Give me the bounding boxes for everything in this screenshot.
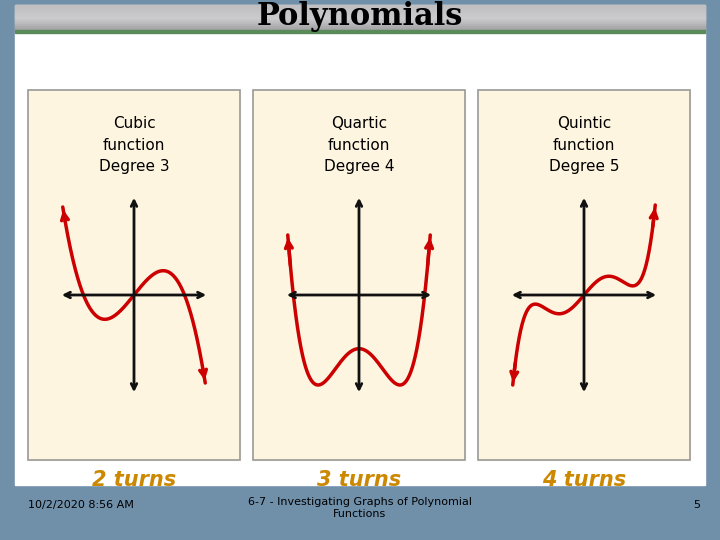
Bar — [15, 19, 705, 20]
Bar — [15, 21, 705, 22]
Text: Quintic
function
Degree 5: Quintic function Degree 5 — [549, 117, 619, 173]
Text: 6-7 - Investigating Graphs of Polynomial
Functions: 6-7 - Investigating Graphs of Polynomial… — [248, 497, 472, 519]
Bar — [15, 10, 705, 11]
Bar — [15, 21, 705, 22]
Bar — [15, 6, 705, 7]
Bar — [15, 25, 705, 26]
Bar — [15, 27, 705, 28]
Bar — [15, 30, 705, 33]
Bar — [478, 90, 690, 460]
Bar — [15, 23, 705, 24]
Bar — [478, 90, 690, 460]
Bar — [15, 23, 705, 24]
Bar — [15, 14, 705, 15]
Bar — [15, 26, 705, 27]
Bar — [15, 5, 705, 6]
Text: Quartic
function
Degree 4: Quartic function Degree 4 — [324, 117, 395, 173]
Bar — [15, 9, 705, 10]
Bar — [15, 24, 705, 25]
Bar — [15, 12, 705, 14]
Bar — [15, 28, 705, 29]
Bar — [15, 29, 705, 30]
Bar — [15, 18, 705, 19]
Bar — [15, 30, 705, 485]
Bar — [15, 16, 705, 17]
Text: 5: 5 — [693, 500, 700, 510]
Bar — [15, 18, 705, 19]
Bar — [15, 11, 705, 12]
Text: 3 turns: 3 turns — [317, 470, 401, 490]
Bar — [15, 10, 705, 11]
Bar — [15, 17, 705, 18]
Bar — [15, 4, 705, 5]
Bar — [15, 8, 705, 9]
Bar — [28, 90, 240, 460]
Bar — [15, 29, 705, 30]
Bar — [15, 12, 705, 13]
Bar — [28, 90, 240, 460]
Bar — [15, 13, 705, 14]
Bar — [15, 28, 705, 29]
Bar — [15, 11, 705, 12]
Bar — [15, 11, 705, 12]
Bar — [253, 90, 465, 460]
Bar — [15, 22, 705, 23]
Bar — [15, 24, 705, 25]
Text: 4 turns: 4 turns — [542, 470, 626, 490]
Text: 10/2/2020 8:56 AM: 10/2/2020 8:56 AM — [28, 500, 134, 510]
Text: Cubic
function
Degree 3: Cubic function Degree 3 — [99, 117, 169, 173]
Bar — [15, 15, 705, 16]
Bar — [15, 17, 705, 18]
Bar — [15, 25, 705, 26]
Bar — [15, 24, 705, 25]
Text: 2 turns: 2 turns — [92, 470, 176, 490]
Bar — [15, 16, 705, 17]
Bar — [15, 20, 705, 21]
Bar — [15, 6, 705, 8]
Text: Polynomials: Polynomials — [257, 2, 463, 32]
Bar — [15, 15, 705, 16]
Bar — [15, 15, 705, 16]
Bar — [15, 14, 705, 15]
Bar — [15, 9, 705, 10]
Bar — [253, 90, 465, 460]
Bar — [15, 22, 705, 23]
Bar — [15, 5, 705, 6]
Bar — [15, 7, 705, 8]
Bar — [15, 26, 705, 28]
Bar — [15, 8, 705, 9]
Bar — [15, 19, 705, 21]
